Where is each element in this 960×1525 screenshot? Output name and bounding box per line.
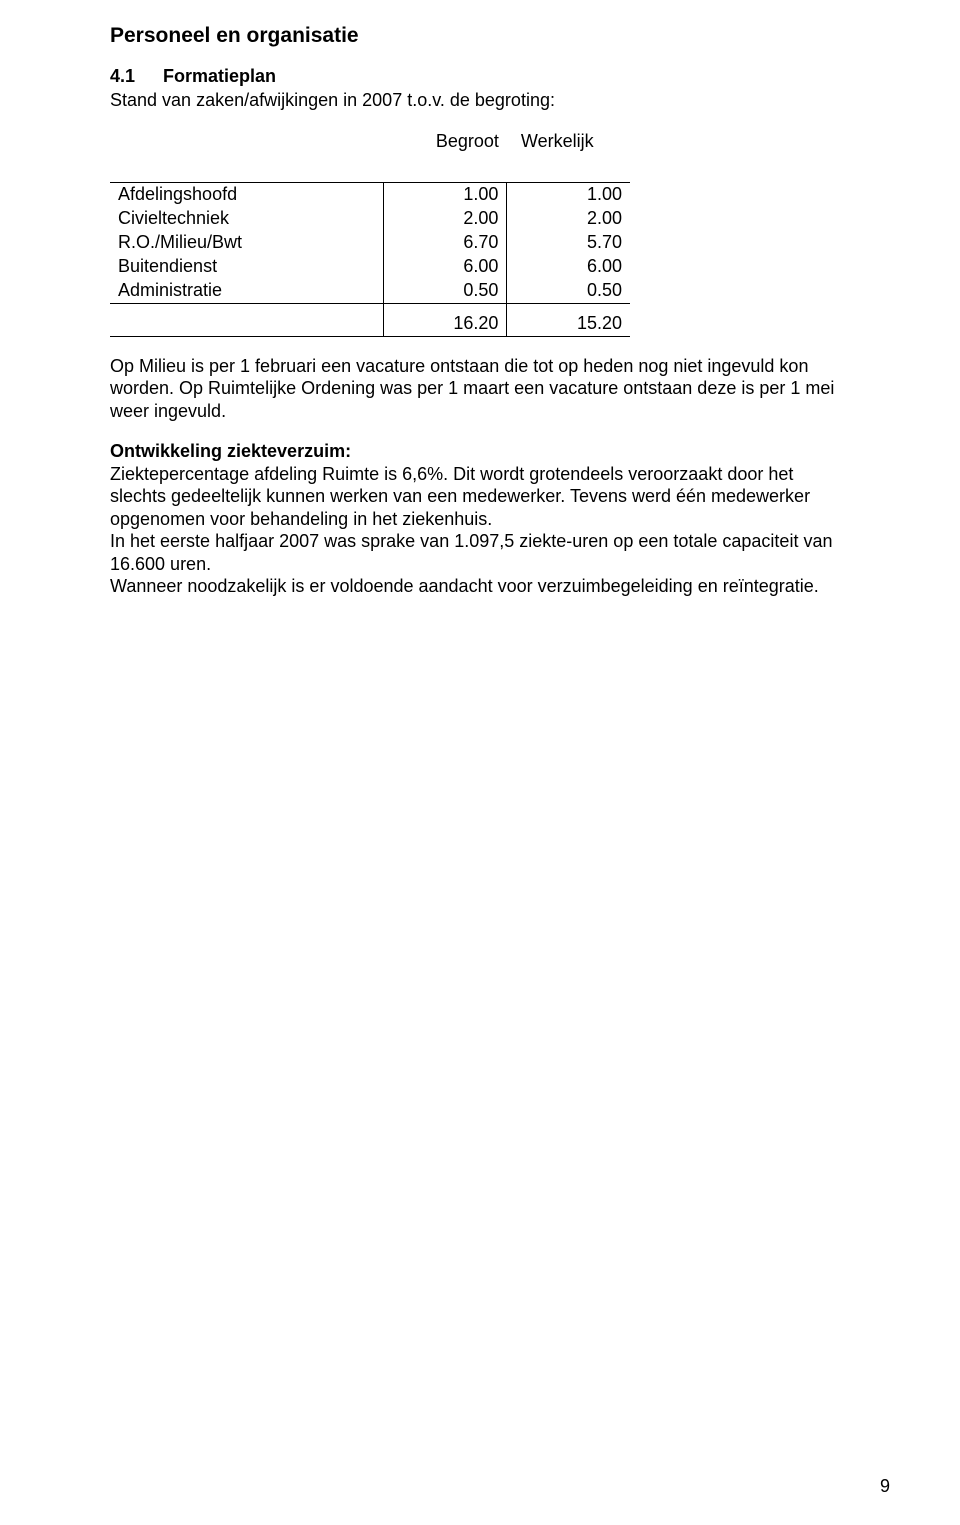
row-label: Buitendienst xyxy=(110,255,383,279)
row-werkelijk: 0.50 xyxy=(507,279,630,304)
formatieplan-table-wrap: Begroot Werkelijk Afdelingshoofd 1.00 1.… xyxy=(110,130,850,337)
row-werkelijk: 6.00 xyxy=(507,255,630,279)
row-begroot: 1.00 xyxy=(383,182,507,207)
paragraph-milieu: Op Milieu is per 1 februari een vacature… xyxy=(110,355,850,423)
subheading-number: 4.1 xyxy=(110,66,135,87)
ziekteverzuim-heading: Ontwikkeling ziekteverzuim: xyxy=(110,441,351,461)
subheading-row: 4.1 Formatieplan xyxy=(110,66,850,87)
table-row: Afdelingshoofd 1.00 1.00 xyxy=(110,182,630,207)
row-label: R.O./Milieu/Bwt xyxy=(110,231,383,255)
ziekteverzuim-block: Ontwikkeling ziekteverzuim: Ziektepercen… xyxy=(110,440,850,598)
table-header-blank xyxy=(110,130,383,158)
table-row: R.O./Milieu/Bwt 6.70 5.70 xyxy=(110,231,630,255)
total-begroot: 16.20 xyxy=(383,312,507,337)
page: Personeel en organisatie 4.1 Formatiepla… xyxy=(0,0,960,1525)
row-begroot: 2.00 xyxy=(383,207,507,231)
formatieplan-table: Begroot Werkelijk Afdelingshoofd 1.00 1.… xyxy=(110,130,630,337)
row-werkelijk: 5.70 xyxy=(507,231,630,255)
table-gap xyxy=(110,303,630,312)
page-number: 9 xyxy=(880,1476,890,1497)
table-header-row: Begroot Werkelijk xyxy=(110,130,630,158)
table-header-begroot: Begroot xyxy=(383,130,507,158)
table-row: Administratie 0.50 0.50 xyxy=(110,279,630,304)
table-total-row: 16.20 15.20 xyxy=(110,312,630,337)
subheading-title: Formatieplan xyxy=(163,66,276,87)
row-label: Administratie xyxy=(110,279,383,304)
table-rule-top xyxy=(110,158,630,183)
row-label: Afdelingshoofd xyxy=(110,182,383,207)
intro-line: Stand van zaken/afwijkingen in 2007 t.o.… xyxy=(110,89,850,112)
total-label xyxy=(110,312,383,337)
table-row: Civieltechniek 2.00 2.00 xyxy=(110,207,630,231)
total-werkelijk: 15.20 xyxy=(507,312,630,337)
section-heading: Personeel en organisatie xyxy=(110,24,850,48)
ziekteverzuim-text-b: In het eerste halfjaar 2007 was sprake v… xyxy=(110,531,832,574)
table-row: Buitendienst 6.00 6.00 xyxy=(110,255,630,279)
table-header-werkelijk: Werkelijk xyxy=(507,130,630,158)
row-werkelijk: 2.00 xyxy=(507,207,630,231)
row-label: Civieltechniek xyxy=(110,207,383,231)
row-begroot: 6.70 xyxy=(383,231,507,255)
ziekteverzuim-text-c: Wanneer noodzakelijk is er voldoende aan… xyxy=(110,576,819,596)
row-begroot: 6.00 xyxy=(383,255,507,279)
row-begroot: 0.50 xyxy=(383,279,507,304)
row-werkelijk: 1.00 xyxy=(507,182,630,207)
ziekteverzuim-text-a: Ziektepercentage afdeling Ruimte is 6,6%… xyxy=(110,464,810,529)
